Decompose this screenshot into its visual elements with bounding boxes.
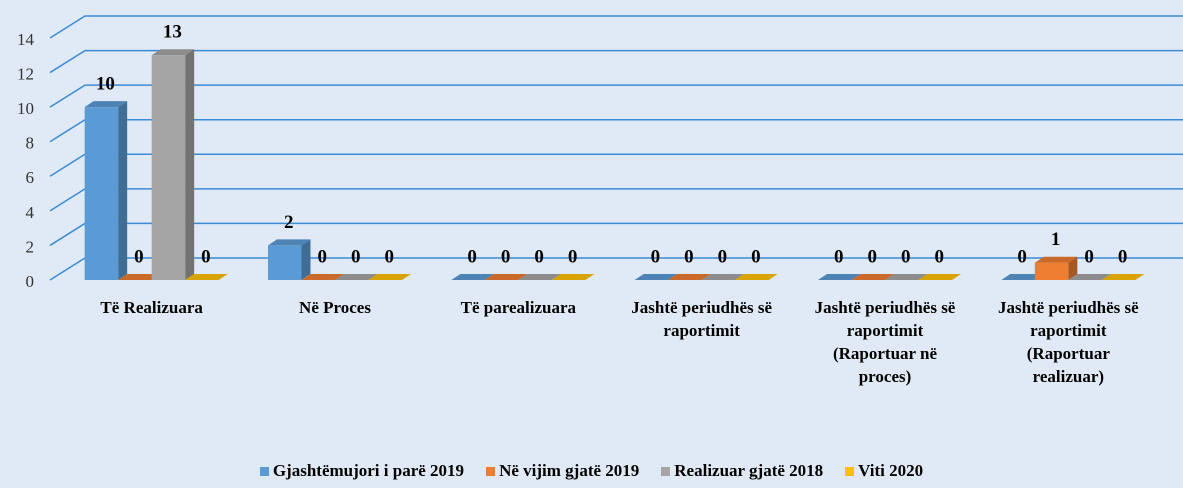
bar-top xyxy=(118,274,161,280)
y-tick-label: 12 xyxy=(17,64,34,83)
bar xyxy=(151,55,186,281)
legend-item: Gjashtëmujori i parë 2019 xyxy=(259,461,465,481)
grid-line xyxy=(49,84,1183,108)
value-label: 0 xyxy=(751,246,761,267)
bar xyxy=(268,245,302,280)
x-tick-label: Të parealizuara xyxy=(460,298,577,317)
grid-line xyxy=(49,153,1183,177)
y-tick-label: 6 xyxy=(26,168,35,187)
value-label: 0 xyxy=(718,246,728,267)
value-label: 0 xyxy=(385,246,395,267)
value-label: 0 xyxy=(1017,246,1027,267)
bar-top xyxy=(268,239,311,246)
bar-top xyxy=(84,101,128,108)
value-label: 2 xyxy=(284,212,294,233)
bar-top xyxy=(518,274,561,280)
bar-top xyxy=(335,274,378,280)
value-label: 0 xyxy=(868,246,878,267)
value-label: 0 xyxy=(318,246,328,267)
bar-top xyxy=(451,274,494,280)
bar-top xyxy=(918,274,961,280)
bar-top xyxy=(551,274,595,280)
value-label: 1 xyxy=(1051,229,1061,250)
grid-line xyxy=(49,188,1183,212)
x-tick-label: Jashtë periudhës së raportimit xyxy=(631,298,773,340)
grid-line xyxy=(49,222,1183,247)
legend-item: Viti 2020 xyxy=(845,461,923,481)
value-label: 0 xyxy=(351,246,361,267)
bar-top xyxy=(1034,256,1078,263)
x-tick-label: Të Realizuara xyxy=(100,298,203,317)
bar-side xyxy=(1068,256,1078,280)
legend-swatch xyxy=(259,466,269,476)
grid-line xyxy=(49,49,1183,74)
legend-label: Realizuar gjatë 2018 xyxy=(674,461,824,480)
value-label: 0 xyxy=(935,246,945,267)
legend-swatch xyxy=(845,466,855,476)
bar-side xyxy=(185,49,195,281)
value-label: 0 xyxy=(534,246,544,267)
value-label: 0 xyxy=(1084,246,1094,267)
y-tick-label: 14 xyxy=(17,30,35,49)
y-tick-label: 2 xyxy=(26,237,35,256)
bar-top xyxy=(885,274,928,280)
bar-side xyxy=(301,239,311,280)
bar-top xyxy=(185,274,228,280)
bar-top xyxy=(668,274,711,280)
value-label: 0 xyxy=(568,246,578,267)
x-tick-label: Jashtë periudhës së raportimit (Raportua… xyxy=(814,298,956,386)
legend-item: Realizuar gjatë 2018 xyxy=(661,461,823,481)
x-tick-label: Jashtë periudhës së raportimit (Raportua… xyxy=(997,298,1139,386)
value-label: 10 xyxy=(96,74,115,95)
y-tick-label: 8 xyxy=(26,134,35,153)
bar-top xyxy=(818,274,861,280)
value-label: 0 xyxy=(901,246,911,267)
bar-top xyxy=(1101,274,1145,280)
bar-top xyxy=(634,274,678,280)
value-label: 0 xyxy=(501,246,511,267)
legend-item: Në vijim gjatë 2019 xyxy=(486,461,639,481)
legend-label: Gjashtëmujori i parë 2019 xyxy=(272,461,465,480)
value-label: 0 xyxy=(134,246,144,267)
x-tick-label: Në Proces xyxy=(299,298,371,317)
grid-line xyxy=(49,15,1183,39)
bar-top xyxy=(301,274,344,280)
value-label: 0 xyxy=(651,246,661,267)
bar-top xyxy=(368,274,411,280)
bar-side xyxy=(118,101,128,281)
legend-swatch xyxy=(486,466,496,476)
bar-top xyxy=(151,49,195,56)
grid-line xyxy=(49,118,1183,143)
y-tick-label: 10 xyxy=(17,99,34,118)
value-label: 0 xyxy=(467,246,477,267)
legend-label: Viti 2020 xyxy=(858,461,924,480)
legend: Gjashtëmujori i parë 2019 Në vijim gjatë … xyxy=(0,461,1183,481)
bar xyxy=(1034,262,1069,280)
bar xyxy=(84,107,119,281)
bar-top xyxy=(851,274,894,280)
bar-top xyxy=(1001,274,1044,280)
value-label: 0 xyxy=(834,246,844,267)
value-label: 0 xyxy=(201,246,211,267)
bar-top xyxy=(1068,274,1111,280)
legend-label: Në vijim gjatë 2019 xyxy=(499,461,640,480)
legend-swatch xyxy=(661,466,671,476)
bar-top xyxy=(735,274,778,280)
bar-top xyxy=(701,274,745,280)
y-tick-label: 4 xyxy=(26,203,35,222)
value-label: 0 xyxy=(1118,246,1128,267)
y-tick-label: 0 xyxy=(26,272,35,291)
value-label: 13 xyxy=(163,22,182,43)
value-label: 0 xyxy=(684,246,694,267)
bar-top xyxy=(484,274,528,280)
